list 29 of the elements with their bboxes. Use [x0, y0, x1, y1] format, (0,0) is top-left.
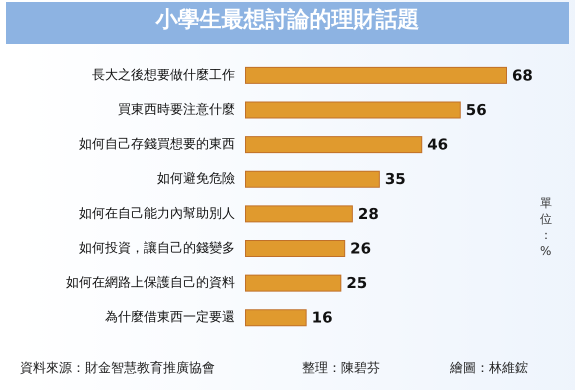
bar: [245, 274, 342, 292]
bar: [245, 240, 346, 257]
data-label: 16: [312, 308, 333, 327]
data-label: 25: [346, 274, 368, 292]
bar: [245, 136, 422, 154]
source-note: 資料來源：財金智慧教育推廣協會: [20, 360, 215, 376]
y-tick-label: 長大之後想要做什麼工作: [92, 68, 235, 83]
data-label: 68: [512, 66, 533, 84]
data-label: 26: [350, 239, 372, 258]
y-tick-label: 如何自己存錢買想要的東西: [79, 137, 235, 152]
y-tick-label: 如何避免危險: [157, 172, 235, 187]
text: 整理：陳碧芬: [302, 361, 380, 376]
bar: [245, 170, 380, 188]
bar: [245, 309, 307, 326]
y-tick-label: 為什麼借東西一定要還: [105, 310, 235, 326]
bar: [245, 101, 461, 118]
data-label: 28: [358, 204, 379, 223]
y-tick-label: 如何投資，讓自己的錢變多: [79, 240, 235, 256]
text: 繪圖：林維鋐: [449, 361, 528, 376]
y-tick-label: 買東西時要注意什麼: [118, 102, 235, 118]
y-tick-label: 如何在自己能力內幫助別人: [79, 206, 235, 222]
data-label: 35: [384, 170, 406, 188]
data-label: 46: [427, 136, 448, 154]
data-label: 56: [466, 100, 487, 119]
y-tick-label: 如何在網路上保護自己的資料: [66, 276, 235, 291]
chart-title: 小學生最想討論的理財話題: [154, 8, 420, 32]
text: 單位：%: [540, 196, 552, 258]
bar: [245, 66, 507, 84]
bar: [245, 205, 353, 222]
